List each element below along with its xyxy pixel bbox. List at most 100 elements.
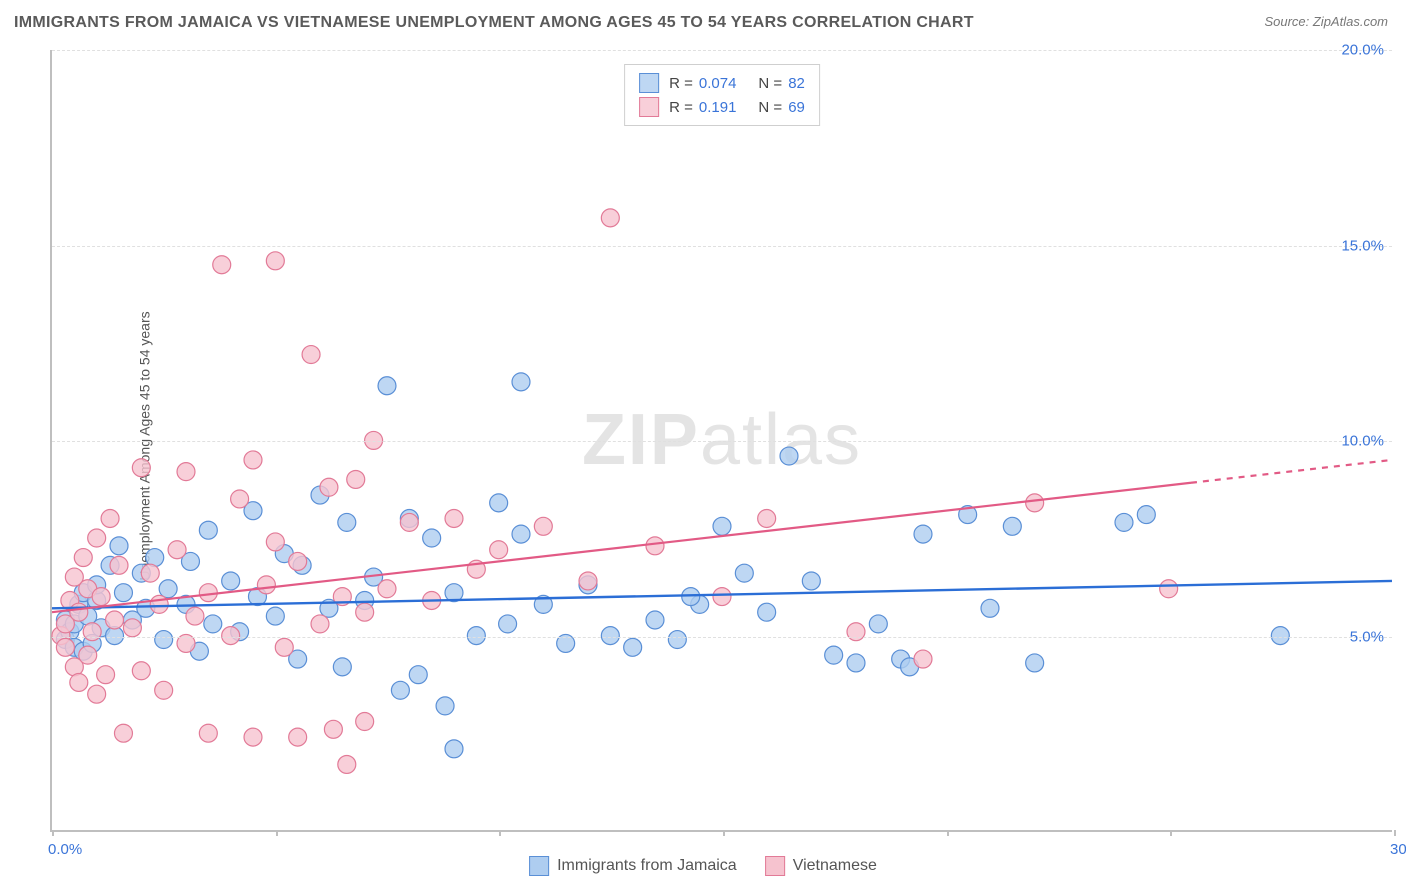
scatter-point — [110, 556, 128, 574]
scatter-point — [141, 564, 159, 582]
n-label: N = 69 — [758, 99, 804, 116]
scatter-point — [186, 607, 204, 625]
scatter-point — [347, 470, 365, 488]
scatter-point — [534, 517, 552, 535]
scatter-point — [668, 631, 686, 649]
legend-item: Immigrants from Jamaica — [529, 856, 737, 876]
scatter-point — [106, 611, 124, 629]
scatter-point — [266, 607, 284, 625]
scatter-point — [802, 572, 820, 590]
scatter-point — [204, 615, 222, 633]
x-tick-label: 0.0% — [48, 841, 82, 858]
grid-line — [52, 637, 1392, 638]
correlation-legend-row: R = 0.074 N = 82 — [639, 71, 805, 95]
x-tick-label: 30.0% — [1390, 841, 1406, 858]
scatter-point — [123, 619, 141, 637]
scatter-point — [356, 713, 374, 731]
scatter-point — [490, 541, 508, 559]
scatter-point — [114, 584, 132, 602]
trend-line-extrapolated — [1191, 460, 1392, 483]
scatter-point — [1026, 494, 1044, 512]
scatter-point — [338, 755, 356, 773]
legend-swatch — [529, 856, 549, 876]
scatter-point — [378, 377, 396, 395]
scatter-point — [114, 724, 132, 742]
scatter-point — [713, 588, 731, 606]
scatter-point — [1160, 580, 1178, 598]
scatter-point — [289, 728, 307, 746]
scatter-point — [213, 256, 231, 274]
scatter-point — [74, 549, 92, 567]
scatter-point — [155, 681, 173, 699]
scatter-point — [159, 580, 177, 598]
scatter-point — [338, 513, 356, 531]
scatter-point — [601, 209, 619, 227]
scatter-point — [289, 552, 307, 570]
scatter-point — [869, 615, 887, 633]
correlation-legend-row: R = 0.191 N = 69 — [639, 95, 805, 119]
scatter-point — [1026, 654, 1044, 672]
scatter-point — [320, 478, 338, 496]
y-tick-label: 5.0% — [1350, 628, 1384, 645]
series-legend: Immigrants from Jamaica Vietnamese — [529, 856, 877, 876]
scatter-point — [266, 533, 284, 551]
scatter-point — [579, 572, 597, 590]
scatter-point — [436, 697, 454, 715]
scatter-point — [847, 654, 865, 672]
scatter-point — [266, 252, 284, 270]
correlation-legend: R = 0.074 N = 82 R = 0.191 N = 69 — [624, 64, 820, 126]
scatter-point — [275, 638, 293, 656]
scatter-point — [70, 673, 88, 691]
scatter-point — [199, 724, 217, 742]
scatter-point — [409, 666, 427, 684]
scatter-point — [101, 510, 119, 528]
scatter-point — [88, 685, 106, 703]
scatter-point — [88, 529, 106, 547]
n-label: N = 82 — [758, 75, 804, 92]
scatter-point — [70, 603, 88, 621]
legend-swatch — [639, 73, 659, 93]
scatter-point — [324, 720, 342, 738]
scatter-point — [445, 740, 463, 758]
scatter-point — [847, 623, 865, 641]
scatter-point — [780, 447, 798, 465]
scatter-point — [199, 521, 217, 539]
legend-swatch — [639, 97, 659, 117]
scatter-point — [56, 638, 74, 656]
r-label: R = 0.074 — [669, 75, 736, 92]
scatter-point — [646, 611, 664, 629]
chart-title: IMMIGRANTS FROM JAMAICA VS VIETNAMESE UN… — [14, 14, 974, 32]
x-tick-mark — [276, 830, 278, 836]
scatter-point — [423, 529, 441, 547]
scatter-point — [110, 537, 128, 555]
scatter-point — [914, 650, 932, 668]
scatter-point — [499, 615, 517, 633]
scatter-point — [97, 666, 115, 684]
scatter-point — [1115, 513, 1133, 531]
scatter-point — [758, 510, 776, 528]
scatter-point — [400, 513, 418, 531]
legend-item: Vietnamese — [765, 856, 877, 876]
grid-line — [52, 246, 1392, 247]
scatter-point — [713, 517, 731, 535]
scatter-point — [758, 603, 776, 621]
scatter-point — [83, 623, 101, 641]
scatter-point — [735, 564, 753, 582]
scatter-point — [231, 490, 249, 508]
scatter-point — [1137, 506, 1155, 524]
scatter-point — [92, 588, 110, 606]
x-tick-mark — [499, 830, 501, 836]
scatter-point — [79, 646, 97, 664]
y-tick-label: 20.0% — [1341, 42, 1384, 59]
scatter-point — [244, 728, 262, 746]
x-tick-mark — [723, 830, 725, 836]
scatter-point — [445, 510, 463, 528]
r-label: R = 0.191 — [669, 99, 736, 116]
scatter-point — [333, 658, 351, 676]
x-tick-mark — [52, 830, 54, 836]
scatter-point — [512, 525, 530, 543]
scatter-point — [391, 681, 409, 699]
scatter-point — [512, 373, 530, 391]
trend-line — [52, 483, 1191, 612]
scatter-point — [378, 580, 396, 598]
